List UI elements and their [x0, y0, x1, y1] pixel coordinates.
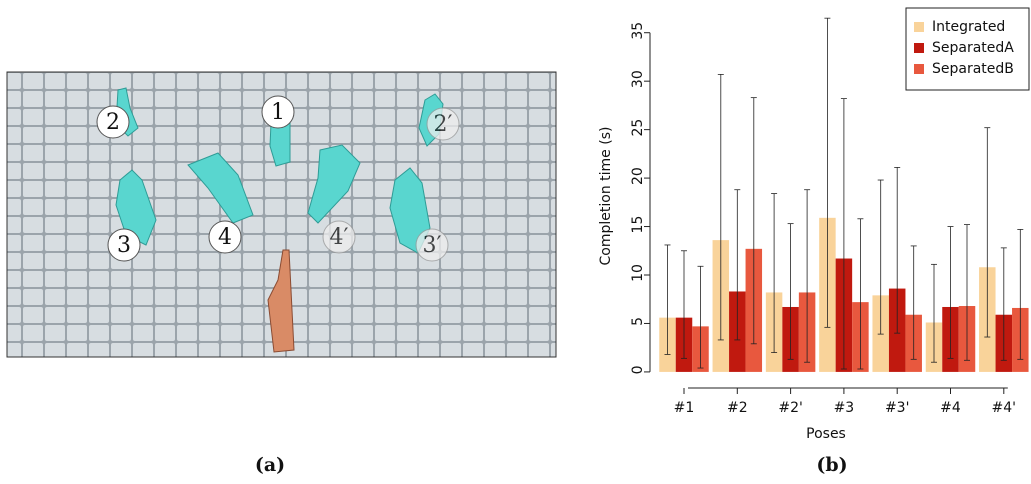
error-bar [984, 127, 991, 338]
error-bar [824, 17, 831, 328]
error-bar [964, 224, 970, 361]
x-tick-label: #1 [674, 400, 695, 416]
error-bar [734, 189, 741, 341]
y-tick-label: 30 [630, 70, 646, 88]
error-bar [804, 189, 811, 363]
y-tick-label: 15 [630, 216, 646, 234]
error-bar [771, 193, 778, 353]
caption: (a) [255, 454, 285, 476]
x-tick-label: #3 [834, 400, 855, 416]
error-bar [1017, 229, 1024, 360]
y-tick-label: 35 [630, 22, 646, 40]
error-bar [877, 179, 884, 335]
y-tick-label: 10 [630, 264, 646, 282]
error-bar [840, 98, 847, 370]
x-tick-label: #2' [778, 400, 803, 416]
error-bar [664, 244, 671, 355]
pose-label: 3′ [415, 228, 449, 262]
pose-label: 2 [96, 105, 130, 139]
pose-label-text: 3′ [423, 233, 442, 258]
x-tick-label: #3' [885, 400, 910, 416]
error-bar [697, 265, 704, 369]
error-bar [787, 223, 794, 360]
error-bar [857, 218, 864, 370]
legend-label: SeparatedA [932, 40, 1014, 56]
error-bar [947, 226, 954, 359]
y-axis-label: Completion time (s) [598, 127, 614, 266]
error-bar [717, 73, 724, 341]
error-bar [894, 167, 901, 334]
x-tick-label: #4' [992, 400, 1017, 416]
caption: (b) [816, 454, 847, 476]
pose-label: 1 [261, 95, 295, 129]
x-axis-label: Poses [806, 426, 846, 442]
pose-label: 4′ [322, 220, 356, 254]
y-tick-label: 25 [630, 119, 646, 137]
pose-label: 4 [208, 220, 242, 254]
legend-swatch [914, 43, 924, 53]
x-tick-label: #2 [727, 400, 748, 416]
pose-label-text: 4 [218, 225, 232, 250]
legend-label: SeparatedB [932, 61, 1014, 77]
pose-label-text: 1 [271, 100, 285, 125]
error-bar [1000, 247, 1007, 361]
x-tick-label: #4 [940, 400, 961, 416]
error-bar [681, 250, 687, 359]
legend-swatch [914, 22, 924, 32]
legend-swatch [914, 64, 924, 74]
error-bar [750, 97, 757, 345]
y-tick-label: 0 [630, 365, 646, 374]
pose-label-text: 3 [117, 233, 131, 258]
user-hand [267, 249, 295, 353]
pose-label-text: 2 [106, 110, 120, 135]
pose-label: 2′ [426, 107, 460, 141]
legend-box [905, 7, 1030, 91]
error-bar [931, 263, 937, 363]
y-tick-label: 5 [630, 317, 646, 326]
pose-label: 3 [107, 228, 141, 262]
pose-label-text: 4′ [330, 225, 349, 250]
y-tick-label: 20 [630, 167, 646, 185]
pose-labels: 1 2 2′ 3 3′ 4 4′ [96, 95, 460, 262]
legend-label: Integrated [932, 19, 1005, 35]
error-bar [910, 245, 917, 360]
pose-label-text: 2′ [434, 112, 453, 137]
